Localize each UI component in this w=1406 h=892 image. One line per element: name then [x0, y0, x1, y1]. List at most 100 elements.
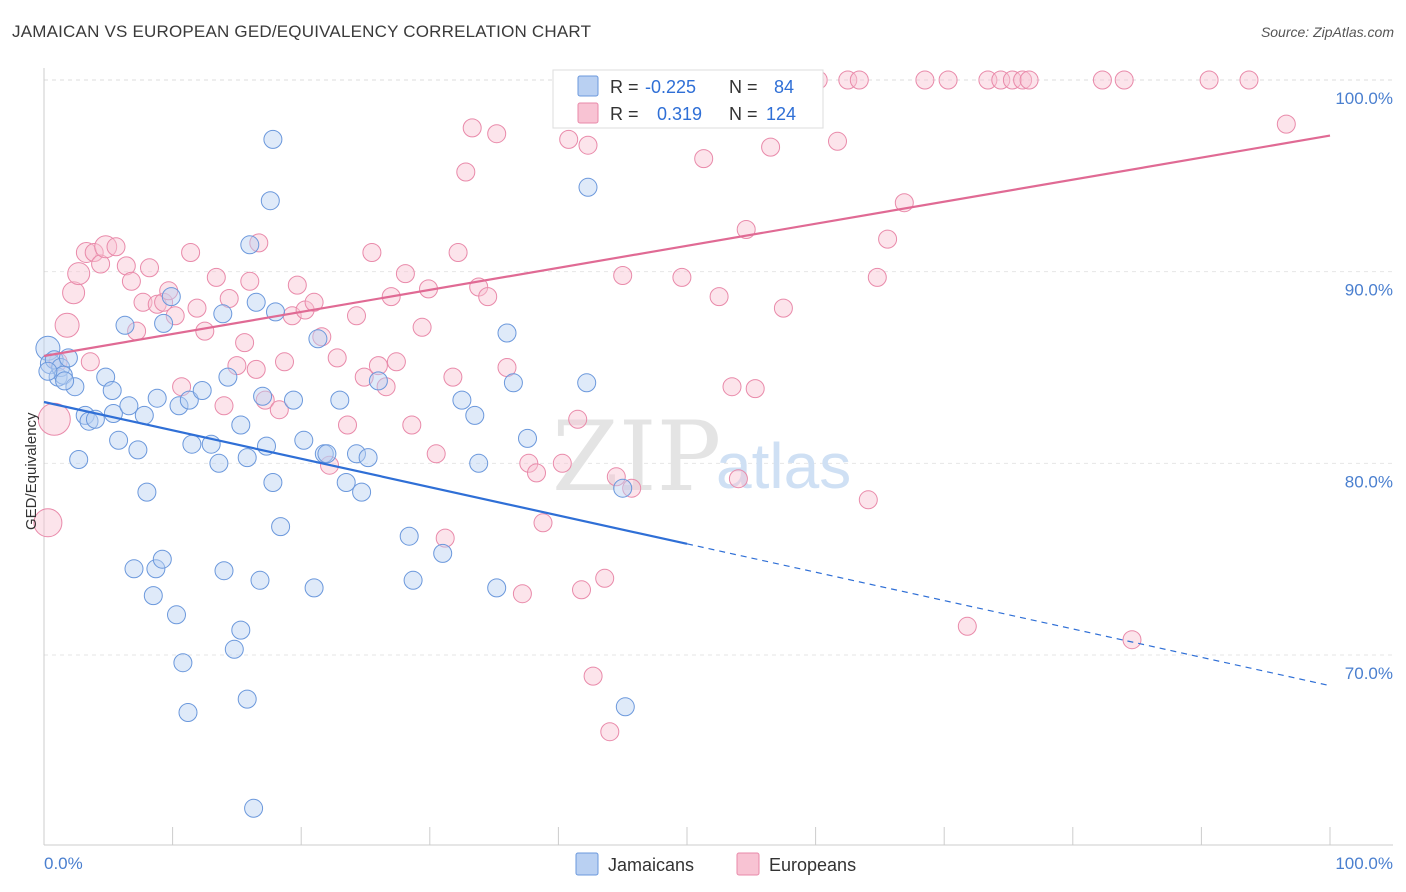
european-point: [487, 124, 507, 144]
jamaican-point: [577, 373, 597, 393]
legend-jamaican-r-label: R =: [610, 77, 639, 97]
european-point: [154, 292, 174, 312]
european-point: [235, 333, 255, 353]
x-tick-min: 0.0%: [44, 854, 83, 873]
european-point: [362, 243, 382, 262]
stats-legend: R = -0.225 N = 84 R = 0.319 N = 124: [552, 69, 824, 129]
jamaican-point: [214, 561, 234, 581]
jamaican-point: [115, 315, 135, 335]
european-point: [600, 722, 620, 742]
jamaican-point: [308, 329, 328, 349]
european-point: [456, 162, 476, 182]
european-point: [478, 287, 498, 307]
axes: [43, 68, 1393, 846]
legend-jamaican-swatch: [577, 75, 599, 97]
european-point: [214, 396, 234, 416]
jamaican-point: [55, 371, 75, 391]
jamaican-point: [347, 444, 366, 464]
european-point: [867, 267, 887, 287]
jamaican-point: [65, 377, 85, 397]
european-point: [94, 235, 118, 259]
european-point: [106, 237, 126, 257]
legend-european-swatch: [577, 102, 599, 124]
european-point: [133, 292, 153, 312]
grid-lines: [44, 79, 1393, 656]
trend-lines: [43, 134, 1331, 687]
european-trend-line: [43, 134, 1331, 358]
jamaican-point: [218, 367, 238, 387]
european-point: [761, 137, 781, 157]
european-point: [745, 379, 765, 399]
european-point: [709, 287, 729, 307]
jamaican-point: [317, 444, 337, 464]
jamaican-point: [102, 381, 122, 400]
european-point: [338, 415, 357, 435]
european-point: [512, 584, 532, 604]
legend-europeans-swatch: [736, 852, 760, 876]
jamaican-point: [128, 440, 148, 460]
european-point: [116, 256, 136, 276]
european-point: [583, 666, 603, 686]
y-tick-labels: 70.0% 80.0% 90.0% 100.0%: [1335, 89, 1393, 683]
european-point: [773, 298, 793, 318]
european-point: [412, 317, 432, 337]
european-point: [1092, 70, 1112, 90]
jamaican-point: [352, 482, 372, 502]
legend-jamaicans-label: Jamaicans: [608, 855, 694, 875]
european-point: [386, 352, 406, 372]
european-point: [462, 118, 482, 138]
jamaican-point: [237, 689, 257, 709]
european-point: [33, 508, 63, 538]
chart-title: JAMAICAN VS EUROPEAN GED/EQUIVALENCY COR…: [12, 22, 592, 41]
jamaican-point: [263, 473, 283, 492]
jamaican-point: [119, 396, 139, 416]
european-point: [672, 267, 692, 287]
european-point: [91, 254, 111, 274]
jamaican-point: [224, 639, 244, 659]
european-point: [347, 306, 366, 326]
legend-european-n-label: N =: [729, 104, 758, 124]
jamaican-point: [578, 177, 598, 197]
european-point: [80, 352, 100, 372]
legend-jamaican-r-value: -0.225: [645, 77, 696, 97]
jamaican-point: [143, 586, 163, 606]
jamaican-point: [109, 430, 129, 450]
y-tick-label: 70.0%: [1345, 664, 1393, 683]
jamaican-point: [124, 559, 144, 579]
european-point: [915, 70, 935, 90]
european-point: [287, 275, 307, 295]
y-tick-label: 100.0%: [1335, 89, 1393, 108]
jamaican-point: [615, 697, 635, 717]
european-point: [533, 513, 553, 533]
european-point: [991, 70, 1011, 90]
jamaican-point: [209, 453, 229, 473]
jamaican-point: [154, 313, 174, 333]
european-point: [559, 129, 579, 149]
jamaican-point: [304, 578, 324, 598]
x-tick-max: 100.0%: [1335, 854, 1393, 873]
legend-jamaican-n-value: 84: [774, 77, 794, 97]
european-point: [240, 271, 260, 291]
chart-source: Source: ZipAtlas.com: [1260, 24, 1394, 40]
european-point: [978, 70, 998, 90]
jamaican-point: [433, 543, 453, 563]
legend-european-r-value: 0.319: [657, 104, 702, 124]
jamaican-point: [231, 620, 251, 640]
jamaican-point: [260, 191, 280, 211]
legend-european-n-value: 124: [766, 104, 796, 124]
jamaican-point: [358, 448, 378, 468]
european-point: [728, 469, 748, 489]
european-point: [255, 390, 275, 410]
jamaican-trend-extension: [686, 543, 1331, 687]
jamaican-point: [147, 388, 167, 408]
european-point: [140, 258, 159, 278]
european-point: [938, 70, 958, 90]
jamaican-point: [250, 570, 270, 590]
european-point: [435, 528, 455, 548]
european-point: [1276, 114, 1296, 134]
jamaican-point: [69, 450, 89, 469]
jamaican-point: [330, 390, 350, 410]
european-point: [527, 463, 546, 483]
jamaican-point: [253, 386, 273, 406]
european-point: [1013, 70, 1033, 90]
